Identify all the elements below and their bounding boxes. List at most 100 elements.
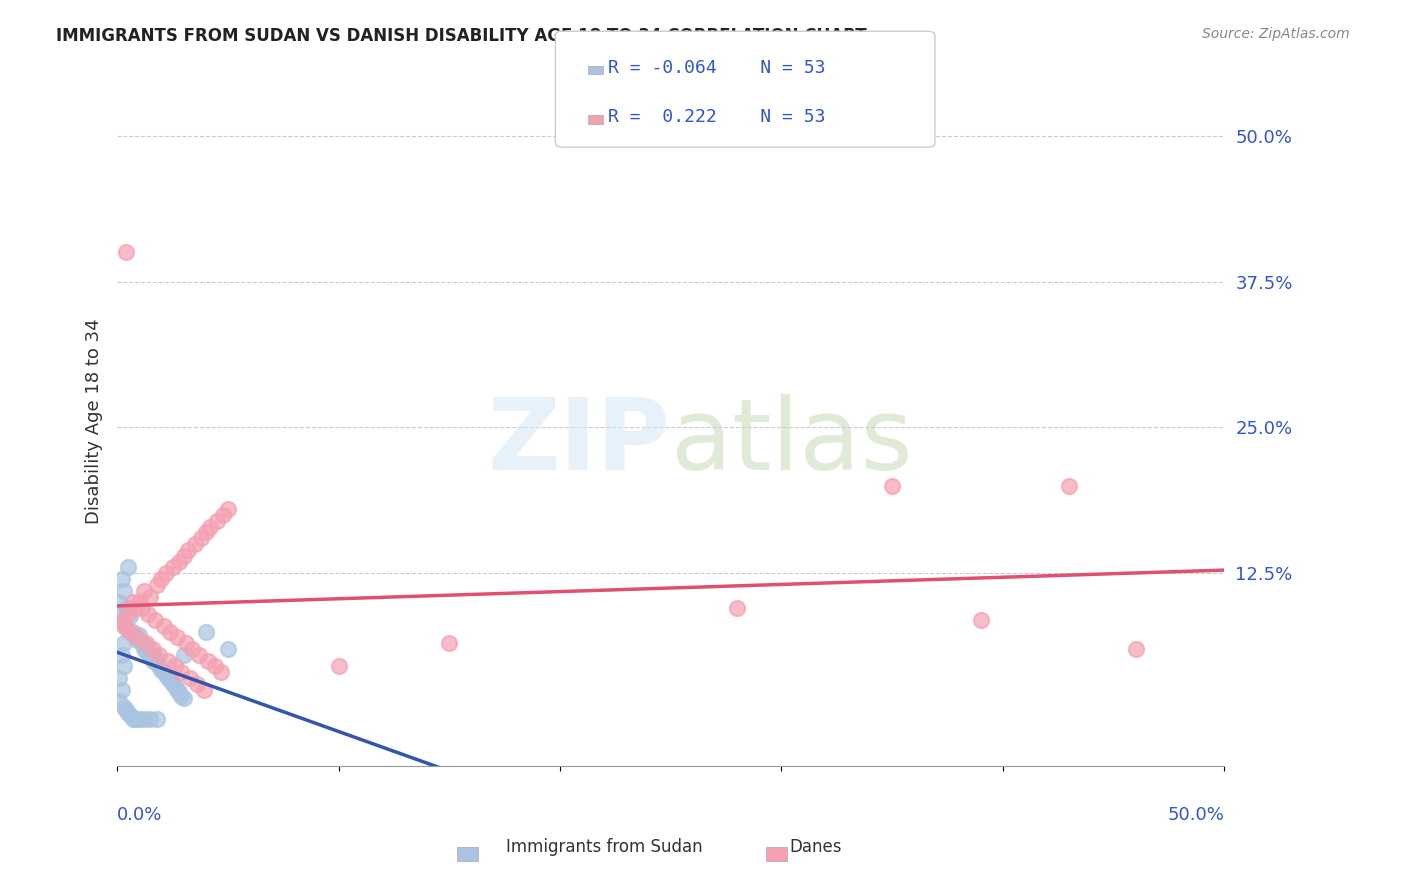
Point — [128, 712, 150, 726]
Point — [117, 607, 139, 621]
Point — [183, 537, 205, 551]
Point — [124, 712, 146, 726]
Point — [110, 616, 132, 631]
Text: R =  0.222    N = 53: R = 0.222 N = 53 — [607, 109, 825, 127]
Point — [124, 631, 146, 645]
Point — [120, 609, 142, 624]
Point — [174, 636, 197, 650]
Point — [139, 648, 162, 662]
Point — [173, 549, 195, 563]
Point — [135, 636, 157, 650]
Point — [146, 656, 169, 670]
Point — [108, 671, 131, 685]
Point — [110, 572, 132, 586]
Point — [1125, 642, 1147, 657]
Point — [108, 595, 131, 609]
Point — [132, 642, 155, 657]
Point — [128, 628, 150, 642]
Text: ZIP: ZIP — [488, 393, 671, 491]
Point — [173, 648, 195, 662]
Point — [150, 572, 173, 586]
Point — [194, 624, 217, 639]
Point — [162, 677, 184, 691]
Point — [143, 613, 166, 627]
Point — [170, 689, 193, 703]
Text: 50.0%: 50.0% — [1167, 805, 1225, 823]
Point — [155, 667, 177, 681]
Text: IMMIGRANTS FROM SUDAN VS DANISH DISABILITY AGE 18 TO 34 CORRELATION CHART: IMMIGRANTS FROM SUDAN VS DANISH DISABILI… — [56, 27, 868, 45]
Point — [132, 712, 155, 726]
Point — [157, 671, 180, 685]
Text: R = -0.064    N = 53: R = -0.064 N = 53 — [607, 59, 825, 77]
Text: 0.0%: 0.0% — [117, 805, 163, 823]
Point — [194, 525, 217, 540]
Point — [132, 583, 155, 598]
Point — [115, 601, 138, 615]
Point — [108, 694, 131, 708]
Point — [117, 560, 139, 574]
Point — [108, 607, 131, 621]
Point — [155, 566, 177, 581]
Point — [112, 636, 135, 650]
Point — [112, 583, 135, 598]
Point — [121, 712, 143, 726]
Point — [163, 659, 186, 673]
Point — [197, 654, 219, 668]
Point — [143, 650, 166, 665]
Point — [128, 595, 150, 609]
Y-axis label: Disability Age 18 to 34: Disability Age 18 to 34 — [86, 318, 103, 524]
Point — [969, 613, 991, 627]
Point — [152, 618, 174, 632]
Point — [328, 659, 350, 673]
Point — [166, 682, 188, 697]
Point — [150, 663, 173, 677]
Point — [146, 578, 169, 592]
Point — [173, 690, 195, 705]
Point — [181, 642, 204, 657]
Point — [136, 607, 159, 621]
Point — [152, 665, 174, 680]
Point — [121, 595, 143, 609]
Point — [115, 245, 138, 260]
Point — [217, 502, 239, 516]
Point — [159, 624, 181, 639]
Point — [217, 642, 239, 657]
Point — [139, 712, 162, 726]
Point — [136, 640, 159, 654]
Point — [209, 665, 232, 680]
Point — [212, 508, 235, 522]
Point — [112, 659, 135, 673]
Point — [139, 590, 162, 604]
Point — [159, 673, 181, 688]
Text: Immigrants from Sudan: Immigrants from Sudan — [506, 838, 703, 856]
Point — [725, 601, 748, 615]
Point — [120, 708, 142, 723]
Point — [198, 519, 221, 533]
Point — [115, 703, 138, 717]
Point — [148, 659, 170, 673]
Point — [146, 712, 169, 726]
Point — [157, 654, 180, 668]
Point — [131, 601, 153, 615]
Point — [190, 531, 212, 545]
Point — [142, 642, 165, 657]
Point — [131, 636, 153, 650]
Point — [148, 648, 170, 662]
Point — [439, 636, 461, 650]
Point — [186, 677, 208, 691]
Point — [170, 665, 193, 680]
Text: Source: ZipAtlas.com: Source: ZipAtlas.com — [1202, 27, 1350, 41]
Point — [121, 624, 143, 639]
Point — [167, 685, 190, 699]
Point — [110, 648, 132, 662]
Point — [115, 621, 138, 635]
Point — [112, 700, 135, 714]
Point — [880, 479, 903, 493]
Point — [204, 659, 226, 673]
Point — [163, 679, 186, 693]
Point — [120, 624, 142, 639]
Point — [177, 542, 200, 557]
Point — [1057, 479, 1080, 493]
Point — [117, 601, 139, 615]
Point — [166, 631, 188, 645]
